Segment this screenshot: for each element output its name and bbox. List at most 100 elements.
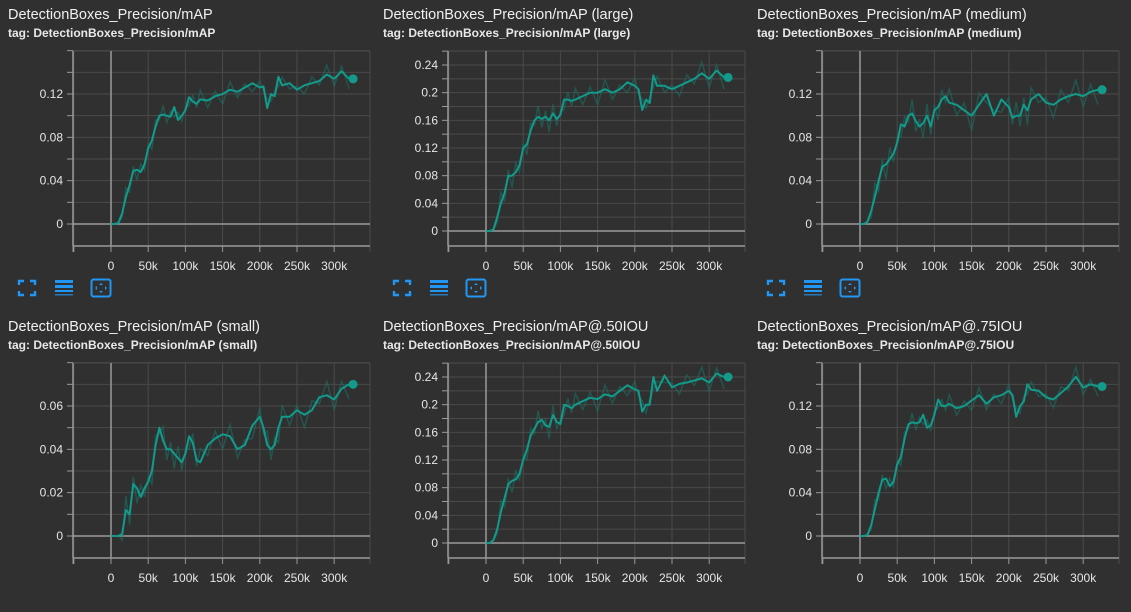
- y-tick-label: 0.12: [789, 399, 813, 413]
- y-tick-label: 0.24: [415, 370, 439, 384]
- chart-title: DetectionBoxes_Precision/mAP@.75IOU: [757, 319, 1023, 335]
- x-tick-label: 150k: [585, 571, 612, 585]
- data-table-icon[interactable]: [428, 278, 450, 298]
- line-chart[interactable]: 0 0.04 0.08 0.12 0 50k 100k 150k 200k 250k 300k: [749, 0, 1121, 300]
- x-tick-label: 100k: [547, 259, 574, 273]
- chart-actions: [391, 277, 502, 299]
- y-tick-label: 0.04: [40, 174, 64, 188]
- y-tick-label: 0.24: [415, 58, 439, 72]
- series-line: [111, 383, 350, 537]
- x-tick-label: 0: [857, 571, 864, 585]
- y-tick-label: 0: [56, 529, 63, 543]
- chart-tag: tag: DetectionBoxes_Precision/mAP (small…: [8, 338, 258, 352]
- y-tick-label: 0.08: [40, 130, 64, 144]
- x-tick-label: 300k: [321, 571, 348, 585]
- chart-tag: tag: DetectionBoxes_Precision/mAP@.75IOU: [757, 338, 1015, 352]
- x-tick-label: 150k: [585, 259, 612, 273]
- line-chart[interactable]: 0 0.04 0.08 0.12 0 50k 100k 150k 200k 250k 300k: [749, 312, 1121, 612]
- last-point-marker: [1097, 85, 1107, 95]
- x-tick-label: 300k: [1070, 571, 1097, 585]
- x-tick-label: 250k: [1033, 259, 1060, 273]
- chart-title: DetectionBoxes_Precision/mAP (medium): [757, 7, 1027, 23]
- y-tick-label: 0: [805, 217, 812, 231]
- series-line: [486, 69, 725, 232]
- y-tick-label: 0: [805, 529, 812, 543]
- chart-title: DetectionBoxes_Precision/mAP (small): [8, 319, 260, 335]
- chart-card: DetectionBoxes_Precision/mAP@.50IOU tag: …: [375, 312, 747, 612]
- data-table-icon[interactable]: [802, 278, 824, 298]
- chart-card: DetectionBoxes_Precision/mAP@.75IOU tag: …: [749, 312, 1121, 612]
- y-tick-label: 0.12: [415, 453, 439, 467]
- line-chart[interactable]: 0 0.04 0.08 0.12 0.16 0.2 0.24 0 50k 100k 150k 200k…: [375, 0, 747, 300]
- x-tick-label: 200k: [247, 571, 274, 585]
- x-tick-label: 0: [108, 571, 115, 585]
- chart-card: DetectionBoxes_Precision/mAP (small) tag:…: [0, 312, 372, 612]
- last-point-marker: [723, 372, 733, 382]
- y-tick-label: 0.04: [789, 174, 813, 188]
- chart-title: DetectionBoxes_Precision/mAP: [8, 7, 213, 23]
- y-tick-label: 0: [56, 217, 63, 231]
- y-tick-label: 0.08: [789, 130, 813, 144]
- y-tick-label: 0.12: [415, 141, 439, 155]
- x-tick-label: 0: [108, 259, 115, 273]
- series-line: [860, 375, 1099, 537]
- y-tick-label: 0.08: [415, 481, 439, 495]
- x-tick-label: 100k: [921, 571, 948, 585]
- y-tick-label: 0.12: [789, 87, 813, 101]
- x-tick-label: 0: [857, 259, 864, 273]
- x-tick-label: 250k: [284, 571, 311, 585]
- chart-tag: tag: DetectionBoxes_Precision/mAP@.50IOU: [383, 338, 641, 352]
- chart-title: DetectionBoxes_Precision/mAP@.50IOU: [383, 319, 649, 335]
- y-tick-label: 0.2: [421, 86, 438, 100]
- data-table-icon[interactable]: [53, 278, 75, 298]
- x-tick-label: 250k: [659, 259, 686, 273]
- series-line: [486, 372, 725, 544]
- x-tick-label: 150k: [959, 259, 986, 273]
- chart-tag: tag: DetectionBoxes_Precision/mAP (large…: [383, 26, 631, 40]
- x-tick-label: 300k: [321, 259, 348, 273]
- last-point-marker: [1097, 382, 1107, 391]
- x-tick-label: 200k: [996, 571, 1023, 585]
- y-tick-label: 0.08: [789, 442, 813, 456]
- x-tick-label: 50k: [888, 259, 908, 273]
- fit-domain-icon[interactable]: [465, 278, 487, 298]
- fullscreen-icon[interactable]: [16, 278, 38, 298]
- last-point-marker: [723, 72, 733, 82]
- y-tick-label: 0.04: [789, 486, 813, 500]
- y-tick-label: 0: [431, 536, 438, 550]
- x-tick-label: 0: [483, 571, 490, 585]
- x-tick-label: 200k: [622, 259, 649, 273]
- fit-domain-icon[interactable]: [839, 278, 861, 298]
- x-tick-label: 150k: [210, 571, 237, 585]
- series-line: [860, 88, 1099, 225]
- y-tick-label: 0.06: [40, 399, 64, 413]
- line-chart[interactable]: 0 0.04 0.08 0.12 0.16 0.2 0.24 0 50k 100k 150k 200k…: [375, 312, 747, 612]
- line-chart[interactable]: 0 0.04 0.08 0.12 0 50k 100k 150k 200k 250k 300k: [0, 0, 372, 300]
- chart-actions: [765, 277, 876, 299]
- fullscreen-icon[interactable]: [391, 278, 413, 298]
- x-tick-label: 50k: [139, 259, 159, 273]
- chart-card: DetectionBoxes_Precision/mAP (large) tag:…: [375, 0, 747, 300]
- chart-title: DetectionBoxes_Precision/mAP (large): [383, 7, 634, 23]
- fit-domain-icon[interactable]: [90, 278, 112, 298]
- x-tick-label: 100k: [547, 571, 574, 585]
- y-tick-label: 0.08: [415, 169, 439, 183]
- chart-actions: [16, 277, 127, 299]
- fullscreen-icon[interactable]: [765, 278, 787, 298]
- x-tick-label: 250k: [659, 571, 686, 585]
- y-tick-label: 0.12: [40, 87, 64, 101]
- x-tick-label: 50k: [888, 571, 908, 585]
- last-point-marker: [348, 379, 358, 389]
- x-tick-label: 300k: [1070, 259, 1097, 273]
- last-point-marker: [348, 74, 358, 84]
- line-chart[interactable]: 0 0.02 0.04 0.06 0 50k 100k 150k 200k 250k 300k: [0, 312, 372, 612]
- y-tick-label: 0.04: [40, 442, 64, 456]
- x-tick-label: 50k: [514, 571, 534, 585]
- x-tick-label: 0: [483, 259, 490, 273]
- y-tick-label: 0.04: [415, 196, 439, 210]
- x-tick-label: 200k: [996, 259, 1023, 273]
- x-tick-label: 50k: [514, 259, 534, 273]
- y-tick-label: 0.04: [415, 508, 439, 522]
- chart-card: DetectionBoxes_Precision/mAP tag: Detecti…: [0, 0, 372, 300]
- x-tick-label: 250k: [284, 259, 311, 273]
